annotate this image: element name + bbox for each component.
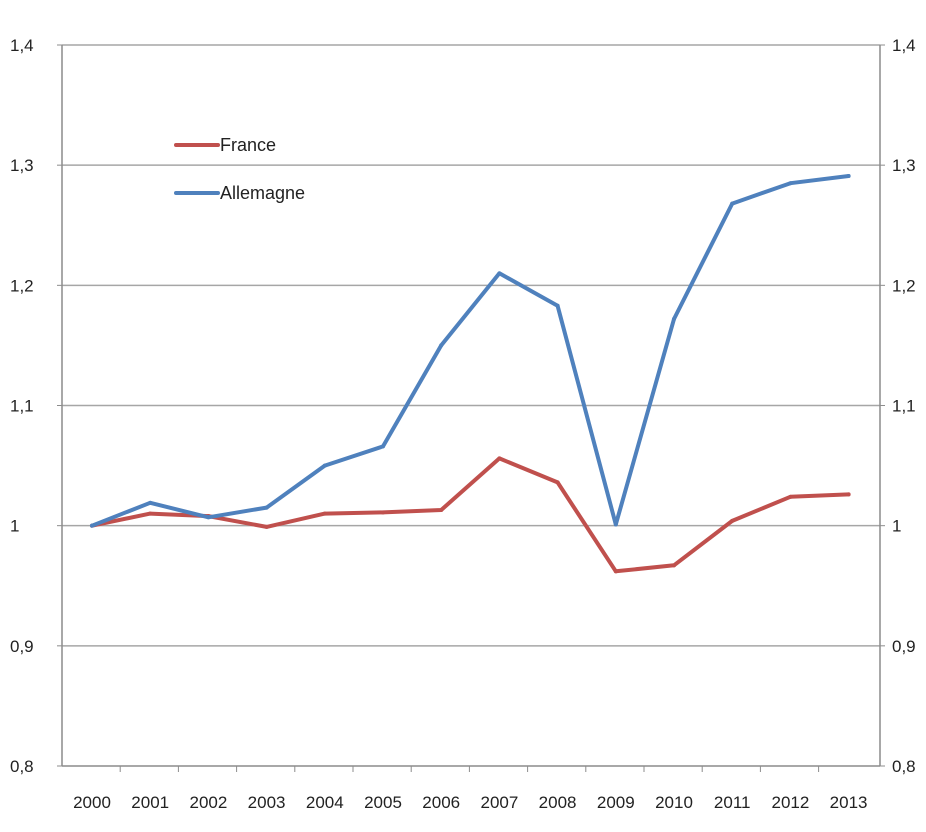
series-line-france [90, 456, 851, 574]
y-tick-label-left: 0,9 [10, 637, 34, 656]
data-point [555, 303, 560, 308]
y-tick-label-left: 1,4 [10, 36, 34, 55]
y-tick-label-right: 1 [892, 517, 901, 536]
data-point [846, 173, 851, 178]
x-tick-label: 2011 [714, 793, 751, 812]
data-point [613, 522, 618, 527]
data-point [788, 181, 793, 186]
data-point [148, 500, 153, 505]
data-point [555, 480, 560, 485]
data-point [439, 343, 444, 348]
x-tick-label: 2006 [422, 793, 460, 812]
data-point [381, 444, 385, 449]
x-tick-label: 2002 [189, 793, 227, 812]
x-tick-label: 2009 [597, 793, 635, 812]
x-tick-label: 2004 [306, 793, 344, 812]
data-point [148, 511, 153, 516]
y-tick-label-right: 1,4 [892, 36, 916, 55]
grid-layer [62, 44, 880, 647]
x-tick-label: 2008 [539, 793, 577, 812]
series-layer [90, 173, 851, 574]
data-point [206, 515, 211, 520]
y-tick-label-left: 1,2 [10, 276, 34, 295]
y-tick-label-left: 1 [10, 517, 19, 536]
y-tick-label-right: 1,1 [892, 397, 916, 416]
y-tick-label-right: 1,2 [892, 276, 916, 295]
x-tick-label: 2005 [364, 793, 402, 812]
x-tick-label: 2010 [655, 793, 693, 812]
data-point [672, 563, 676, 568]
x-tick-label: 2003 [248, 793, 286, 812]
x-tick-label: 2007 [480, 793, 518, 812]
legend-label: Allemagne [220, 183, 305, 203]
y-tick-label-right: 1,3 [892, 156, 916, 175]
x-tick-label: 2012 [771, 793, 809, 812]
y-tick-label-left: 1,1 [10, 397, 34, 416]
data-point [497, 271, 502, 276]
data-point [846, 492, 851, 497]
data-point [90, 523, 94, 528]
legend-label: France [220, 135, 276, 155]
data-point [497, 456, 502, 461]
y-tick-label-right: 0,8 [892, 757, 916, 776]
series-line-allemagne [90, 174, 851, 528]
data-point [381, 510, 385, 515]
data-point [788, 494, 793, 499]
y-tick-label-right: 0,9 [892, 637, 916, 656]
data-point [264, 524, 269, 529]
data-point [672, 316, 676, 321]
data-point [439, 508, 444, 513]
data-point [730, 201, 735, 206]
data-point [613, 569, 618, 574]
legend: France Allemagne [174, 135, 305, 203]
data-point [322, 511, 327, 516]
x-tick-label: 2013 [830, 793, 868, 812]
y-tick-label-left: 1,3 [10, 156, 34, 175]
data-point [730, 518, 735, 523]
x-tick-label: 2000 [73, 793, 111, 812]
axis-layer: 0,8 0,8 0,9 0,9 1 1 1,1 1,1 1,2 1,2 1,3 1,3 1,4 1,4 20… [10, 36, 916, 812]
data-point [322, 463, 327, 468]
y-tick-label-left: 0,8 [10, 757, 34, 776]
data-point [264, 505, 269, 510]
x-tick-label: 2001 [131, 793, 169, 812]
